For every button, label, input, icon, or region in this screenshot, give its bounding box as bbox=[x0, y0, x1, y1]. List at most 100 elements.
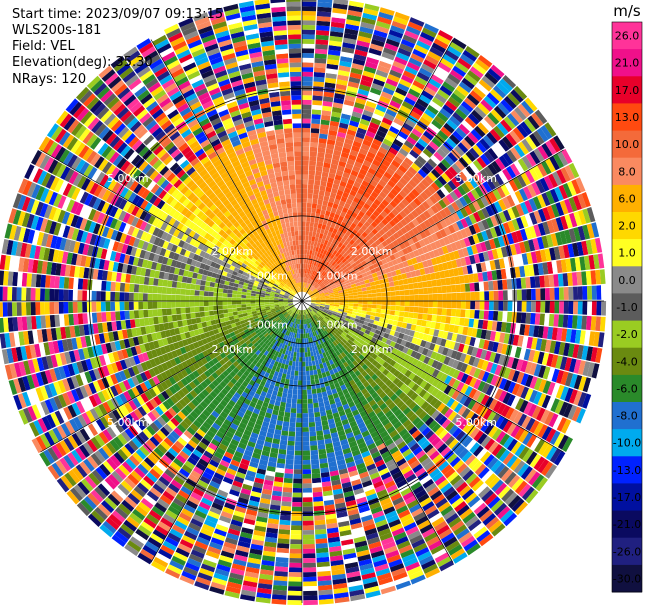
range-gate bbox=[313, 407, 320, 413]
range-gate bbox=[401, 100, 414, 111]
range-gate bbox=[385, 230, 393, 238]
range-gate bbox=[442, 262, 449, 271]
range-gate bbox=[398, 279, 404, 286]
range-gate bbox=[380, 142, 391, 151]
range-gate bbox=[331, 284, 337, 288]
range-gate bbox=[531, 301, 536, 313]
range-gate bbox=[325, 283, 331, 287]
range-gate bbox=[314, 217, 320, 224]
range-gate bbox=[352, 235, 359, 242]
range-gate bbox=[370, 312, 376, 317]
range-gate bbox=[299, 352, 302, 358]
range-gate bbox=[474, 186, 484, 198]
range-gate bbox=[328, 236, 334, 243]
range-gate bbox=[454, 174, 465, 185]
range-gate bbox=[317, 444, 326, 450]
range-gate bbox=[319, 185, 326, 192]
range-gate bbox=[495, 158, 506, 171]
range-gate bbox=[324, 245, 330, 251]
range-gate bbox=[518, 241, 527, 254]
range-gate bbox=[357, 291, 363, 295]
range-gate bbox=[281, 373, 287, 379]
range-gate bbox=[414, 185, 424, 195]
range-gate bbox=[343, 240, 349, 247]
range-gate bbox=[418, 203, 427, 213]
range-gate bbox=[302, 179, 308, 185]
range-gate bbox=[414, 301, 419, 307]
range-gate bbox=[312, 398, 319, 404]
range-gate bbox=[304, 287, 307, 293]
range-gate bbox=[442, 301, 447, 308]
range-gate bbox=[338, 226, 344, 232]
range-gate bbox=[351, 185, 359, 193]
range-gate bbox=[349, 278, 355, 283]
range-gate bbox=[287, 365, 292, 371]
range-gate bbox=[362, 159, 372, 168]
range-gate bbox=[505, 133, 518, 147]
range-gate bbox=[302, 95, 312, 100]
range-gate bbox=[531, 288, 536, 300]
range-gate bbox=[351, 145, 360, 153]
range-gate bbox=[305, 278, 308, 283]
range-gate bbox=[343, 291, 349, 295]
range-gate bbox=[337, 248, 343, 254]
range-gate bbox=[452, 130, 464, 142]
range-gate bbox=[277, 458, 286, 464]
range-gate bbox=[370, 221, 378, 228]
range-gate bbox=[313, 369, 318, 375]
range-gate bbox=[308, 170, 316, 176]
range-gate bbox=[466, 265, 473, 274]
range-gate bbox=[342, 234, 349, 241]
range-gate bbox=[312, 100, 323, 106]
range-gate bbox=[331, 261, 337, 267]
range-gate bbox=[340, 244, 346, 250]
range-gate bbox=[435, 66, 449, 77]
range-gate bbox=[337, 242, 343, 248]
range-gate bbox=[287, 445, 295, 451]
range-gate bbox=[290, 370, 295, 376]
range-gate bbox=[474, 310, 480, 319]
range-gate bbox=[365, 210, 373, 218]
range-gate bbox=[562, 244, 570, 259]
range-gate bbox=[439, 323, 446, 331]
range-gate bbox=[423, 307, 429, 314]
range-gate bbox=[374, 108, 385, 117]
range-gate bbox=[590, 316, 597, 331]
range-gate bbox=[365, 314, 371, 319]
range-gate bbox=[324, 304, 330, 307]
range-gate bbox=[302, 520, 314, 526]
range-gate bbox=[571, 272, 578, 286]
range-gate bbox=[489, 260, 496, 271]
range-gate bbox=[406, 61, 420, 72]
range-gate bbox=[479, 138, 491, 151]
range-gate bbox=[375, 104, 387, 113]
range-gate bbox=[321, 254, 326, 260]
range-gate bbox=[389, 314, 395, 321]
range-gate bbox=[339, 294, 344, 297]
range-gate bbox=[401, 273, 408, 280]
range-gate bbox=[360, 269, 366, 275]
range-gate bbox=[374, 155, 384, 163]
range-gate bbox=[315, 533, 327, 540]
range-gate bbox=[348, 205, 356, 212]
range-gate bbox=[309, 370, 314, 376]
range-gate bbox=[395, 113, 407, 123]
range-gate bbox=[374, 266, 381, 273]
range-gate bbox=[344, 280, 350, 284]
range-gate bbox=[501, 343, 508, 355]
range-gate bbox=[432, 286, 438, 294]
range-gate bbox=[305, 273, 308, 279]
range-gate bbox=[329, 35, 343, 42]
range-gate bbox=[342, 252, 349, 258]
range-gate bbox=[345, 23, 360, 31]
range-gate bbox=[392, 172, 402, 181]
range-gate bbox=[303, 273, 305, 278]
range-gate bbox=[323, 290, 329, 294]
range-gate bbox=[587, 362, 595, 378]
range-gate bbox=[348, 298, 354, 301]
range-gate bbox=[314, 175, 322, 181]
range-gate bbox=[289, 422, 296, 428]
range-gate bbox=[472, 233, 480, 244]
range-gate bbox=[411, 276, 418, 283]
range-gate bbox=[435, 211, 444, 221]
